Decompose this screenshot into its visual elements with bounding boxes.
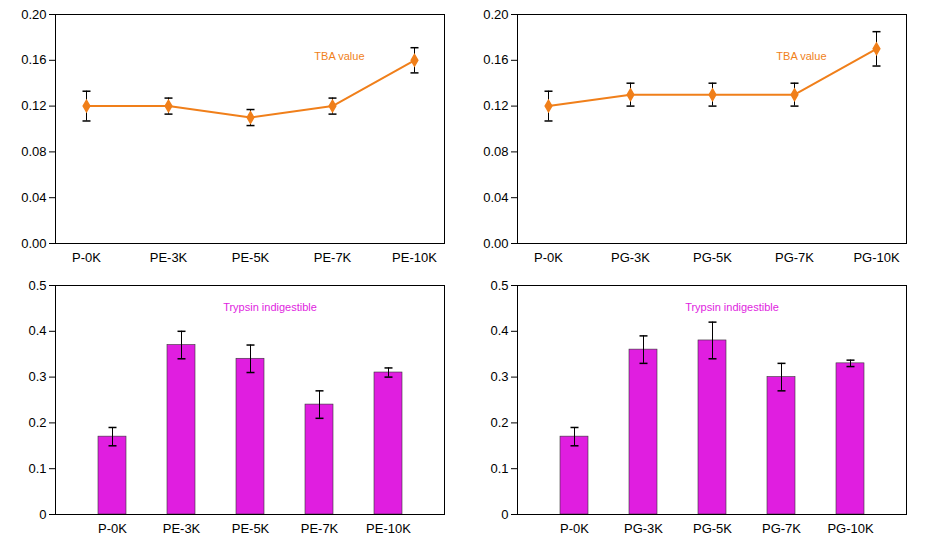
svg-text:Trypsin indigestible: Trypsin indigestible xyxy=(685,301,779,313)
svg-text:PE-10K: PE-10K xyxy=(392,250,437,265)
svg-text:PE-10K: PE-10K xyxy=(366,521,411,536)
svg-text:P-0K: P-0K xyxy=(534,250,563,265)
svg-text:PE-3K: PE-3K xyxy=(150,250,188,265)
svg-text:TBA value: TBA value xyxy=(776,50,826,62)
svg-text:0.2: 0.2 xyxy=(28,415,46,430)
svg-text:P-0K: P-0K xyxy=(560,521,589,536)
svg-text:PG-10K: PG-10K xyxy=(827,521,874,536)
svg-text:0.1: 0.1 xyxy=(490,461,508,476)
svg-text:0.00: 0.00 xyxy=(21,236,46,251)
svg-text:0.04: 0.04 xyxy=(21,190,46,205)
svg-text:0.4: 0.4 xyxy=(490,323,508,338)
svg-text:0.16: 0.16 xyxy=(483,52,508,67)
svg-text:PE-3K: PE-3K xyxy=(163,521,201,536)
svg-text:0.08: 0.08 xyxy=(21,144,46,159)
svg-text:PE-7K: PE-7K xyxy=(314,250,352,265)
svg-text:PG-3K: PG-3K xyxy=(624,521,663,536)
svg-text:PG-5K: PG-5K xyxy=(693,521,732,536)
svg-text:0.2: 0.2 xyxy=(490,415,508,430)
svg-text:TBA value: TBA value xyxy=(314,50,364,62)
svg-text:PG-7K: PG-7K xyxy=(775,250,814,265)
svg-text:0.5: 0.5 xyxy=(490,278,508,293)
svg-text:0.00: 0.00 xyxy=(483,236,508,251)
svg-text:PG-7K: PG-7K xyxy=(762,521,801,536)
svg-text:0: 0 xyxy=(501,507,508,522)
svg-text:P-0K: P-0K xyxy=(98,521,127,536)
svg-text:0.3: 0.3 xyxy=(28,369,46,384)
svg-text:0: 0 xyxy=(39,507,46,522)
svg-text:Trypsin indigestible: Trypsin indigestible xyxy=(223,301,317,313)
svg-text:PG-10K: PG-10K xyxy=(853,250,900,265)
svg-text:0.20: 0.20 xyxy=(21,7,46,22)
svg-text:PE-5K: PE-5K xyxy=(232,521,270,536)
svg-text:0.1: 0.1 xyxy=(28,461,46,476)
svg-text:0.04: 0.04 xyxy=(483,190,508,205)
svg-text:PG-5K: PG-5K xyxy=(693,250,732,265)
svg-text:PE-5K: PE-5K xyxy=(232,250,270,265)
svg-text:0.3: 0.3 xyxy=(490,369,508,384)
svg-text:P-0K: P-0K xyxy=(72,250,101,265)
svg-text:0.08: 0.08 xyxy=(483,144,508,159)
svg-text:0.5: 0.5 xyxy=(28,278,46,293)
svg-text:0.12: 0.12 xyxy=(483,98,508,113)
svg-text:0.4: 0.4 xyxy=(28,323,46,338)
svg-text:PE-7K: PE-7K xyxy=(301,521,339,536)
svg-text:0.16: 0.16 xyxy=(21,52,46,67)
svg-text:0.20: 0.20 xyxy=(483,7,508,22)
svg-text:0.12: 0.12 xyxy=(21,98,46,113)
svg-text:PG-3K: PG-3K xyxy=(611,250,650,265)
